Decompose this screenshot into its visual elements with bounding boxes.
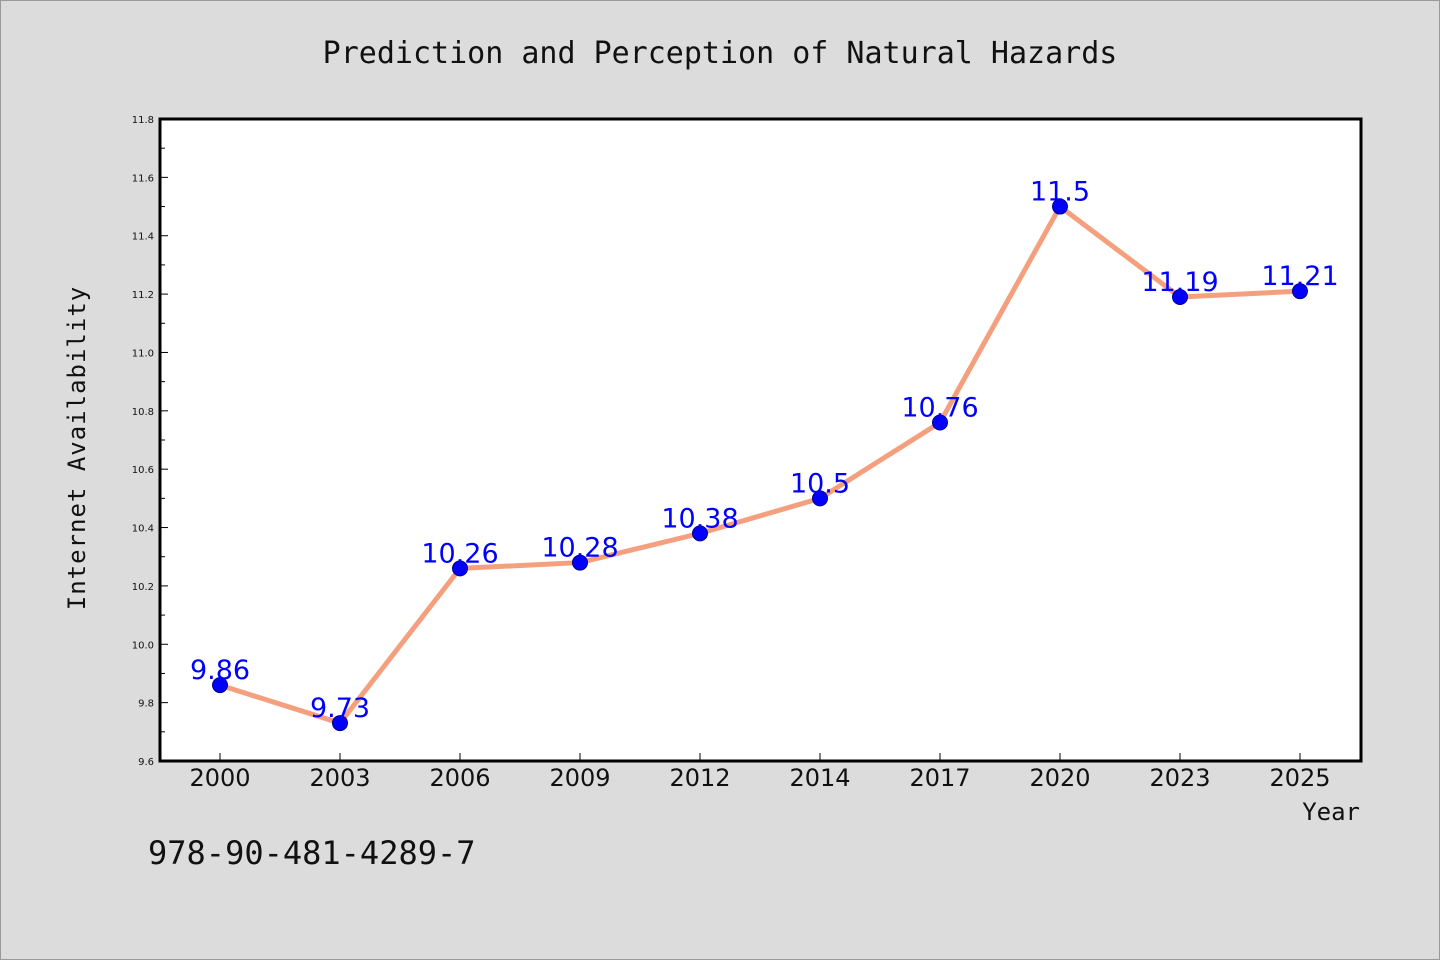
y-tick-label: 10.6: [132, 465, 154, 476]
plot-border: [158, 117, 1363, 763]
y-tick-label: 11.8: [132, 115, 154, 126]
series-line: [217, 204, 1303, 726]
data-label: 9.73: [310, 693, 370, 724]
data-point-marker: [212, 677, 228, 694]
data-labels: 9.86 9.73 10.26 10.28 10.38 10.5 10.76 11.5 11.1…: [190, 177, 1339, 725]
data-label: 10.76: [901, 392, 978, 423]
data-point-marker: [932, 414, 948, 431]
data-point-marker: [692, 525, 708, 542]
x-axis-ticks: 2000 2003 2006 2009 2012 2014 2017 2020 2023 2025: [189, 753, 1331, 792]
data-point-marker: [572, 554, 588, 571]
series-layer: [212, 198, 1308, 732]
x-tick-label: 2009: [549, 764, 610, 792]
data-label: 10.26: [421, 538, 498, 569]
x-tick-label: 2012: [669, 764, 730, 792]
data-point-marker: [1172, 289, 1188, 306]
y-axis-ticks: 9.6 9.8 10.0 10.2 10.4 10.6 10.8 11.0 11.2 11.4 11…: [132, 115, 168, 768]
data-point-marker: [812, 490, 828, 507]
data-point-marker: [452, 560, 468, 577]
y-tick-label: 9.6: [138, 757, 154, 768]
x-tick-label: 2025: [1269, 764, 1330, 792]
data-point-marker: [332, 715, 348, 732]
x-axis-label: Year: [1302, 798, 1360, 826]
y-axis-label: Internet Availability: [63, 286, 91, 610]
x-tick-label: 2006: [429, 764, 490, 792]
y-tick-label: 10.8: [132, 407, 154, 418]
data-label: 10.28: [541, 533, 618, 564]
y-tick-label: 10.0: [132, 640, 154, 651]
data-label: 11.19: [1141, 267, 1218, 298]
chart-title: Prediction and Perception of Natural Haz…: [323, 36, 1118, 71]
y-tick-label: 10.2: [132, 582, 154, 593]
y-tick-label: 11.6: [132, 173, 154, 184]
data-point-marker: [1052, 198, 1068, 215]
y-tick-label: 11.2: [132, 290, 154, 301]
x-tick-label: 2020: [1029, 764, 1090, 792]
plot-area: [160, 119, 1361, 761]
isbn-footnote: 978-90-481-4289-7: [148, 834, 476, 872]
x-tick-label: 2003: [309, 764, 370, 792]
x-tick-label: 2017: [909, 764, 970, 792]
data-label: 10.38: [661, 503, 738, 534]
y-tick-label: 11.0: [132, 348, 154, 359]
y-tick-label: 11.4: [132, 232, 154, 243]
x-tick-label: 2023: [1149, 764, 1210, 792]
x-tick-label: 2000: [189, 764, 250, 792]
data-point-marker: [1292, 283, 1308, 300]
data-label: 10.5: [790, 468, 850, 499]
y-tick-label: 9.8: [138, 699, 154, 710]
y-tick-label: 10.4: [132, 524, 154, 535]
x-tick-label: 2014: [789, 764, 850, 792]
data-label: 11.5: [1030, 177, 1090, 208]
data-label: 11.21: [1261, 261, 1338, 292]
data-label: 9.86: [190, 655, 250, 686]
